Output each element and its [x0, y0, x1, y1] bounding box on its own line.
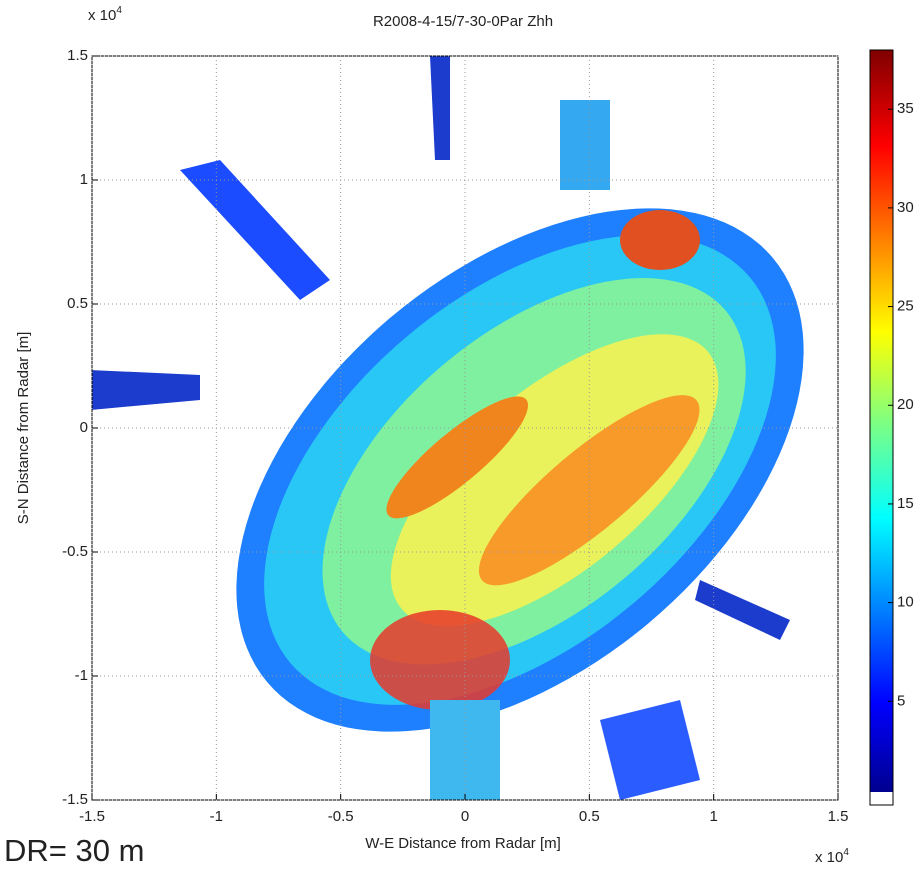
axis-multiplier: x 104 — [815, 847, 849, 866]
colorbar — [870, 50, 893, 792]
colorbar-tick-label: 20 — [897, 396, 914, 413]
y-tick-label: -1 — [75, 667, 88, 684]
y-tick-label: 1.5 — [67, 47, 88, 64]
y-axis-label: S-N Distance from Radar [m] — [15, 332, 32, 525]
y-tick-label: 0 — [80, 419, 88, 436]
y-tick-label: 0.5 — [67, 295, 88, 312]
colorbar-tick-label: 15 — [897, 495, 914, 512]
y-tick-label: -1.5 — [62, 791, 88, 808]
x-tick-label: 0 — [461, 808, 469, 825]
colorbar-tick-label: 25 — [897, 298, 914, 315]
colorbar-tick-label: 10 — [897, 594, 914, 611]
annotation: DR= 30 m — [4, 833, 144, 868]
axis-multiplier: x 104 — [88, 5, 122, 24]
x-tick-label: -0.5 — [328, 808, 354, 825]
colorbar-tick-label: 5 — [897, 692, 905, 709]
x-tick-label: 0.5 — [579, 808, 600, 825]
radar-echo — [92, 56, 804, 800]
x-axis-label: W-E Distance from Radar [m] — [365, 835, 561, 852]
colorbar-tick-label: 35 — [897, 100, 914, 117]
chart-title: R2008-4-15/7-30-0Par Zhh — [373, 13, 553, 30]
x-tick-label: 1 — [709, 808, 717, 825]
y-tick-label: -0.5 — [62, 543, 88, 560]
colorbar-frame — [869, 49, 894, 806]
x-tick-label: -1.5 — [79, 808, 105, 825]
x-tick-label: -1 — [210, 808, 223, 825]
y-tick-label: 1 — [80, 171, 88, 188]
colorbar-tick-label: 30 — [897, 199, 914, 216]
x-tick-label: 1.5 — [828, 808, 849, 825]
